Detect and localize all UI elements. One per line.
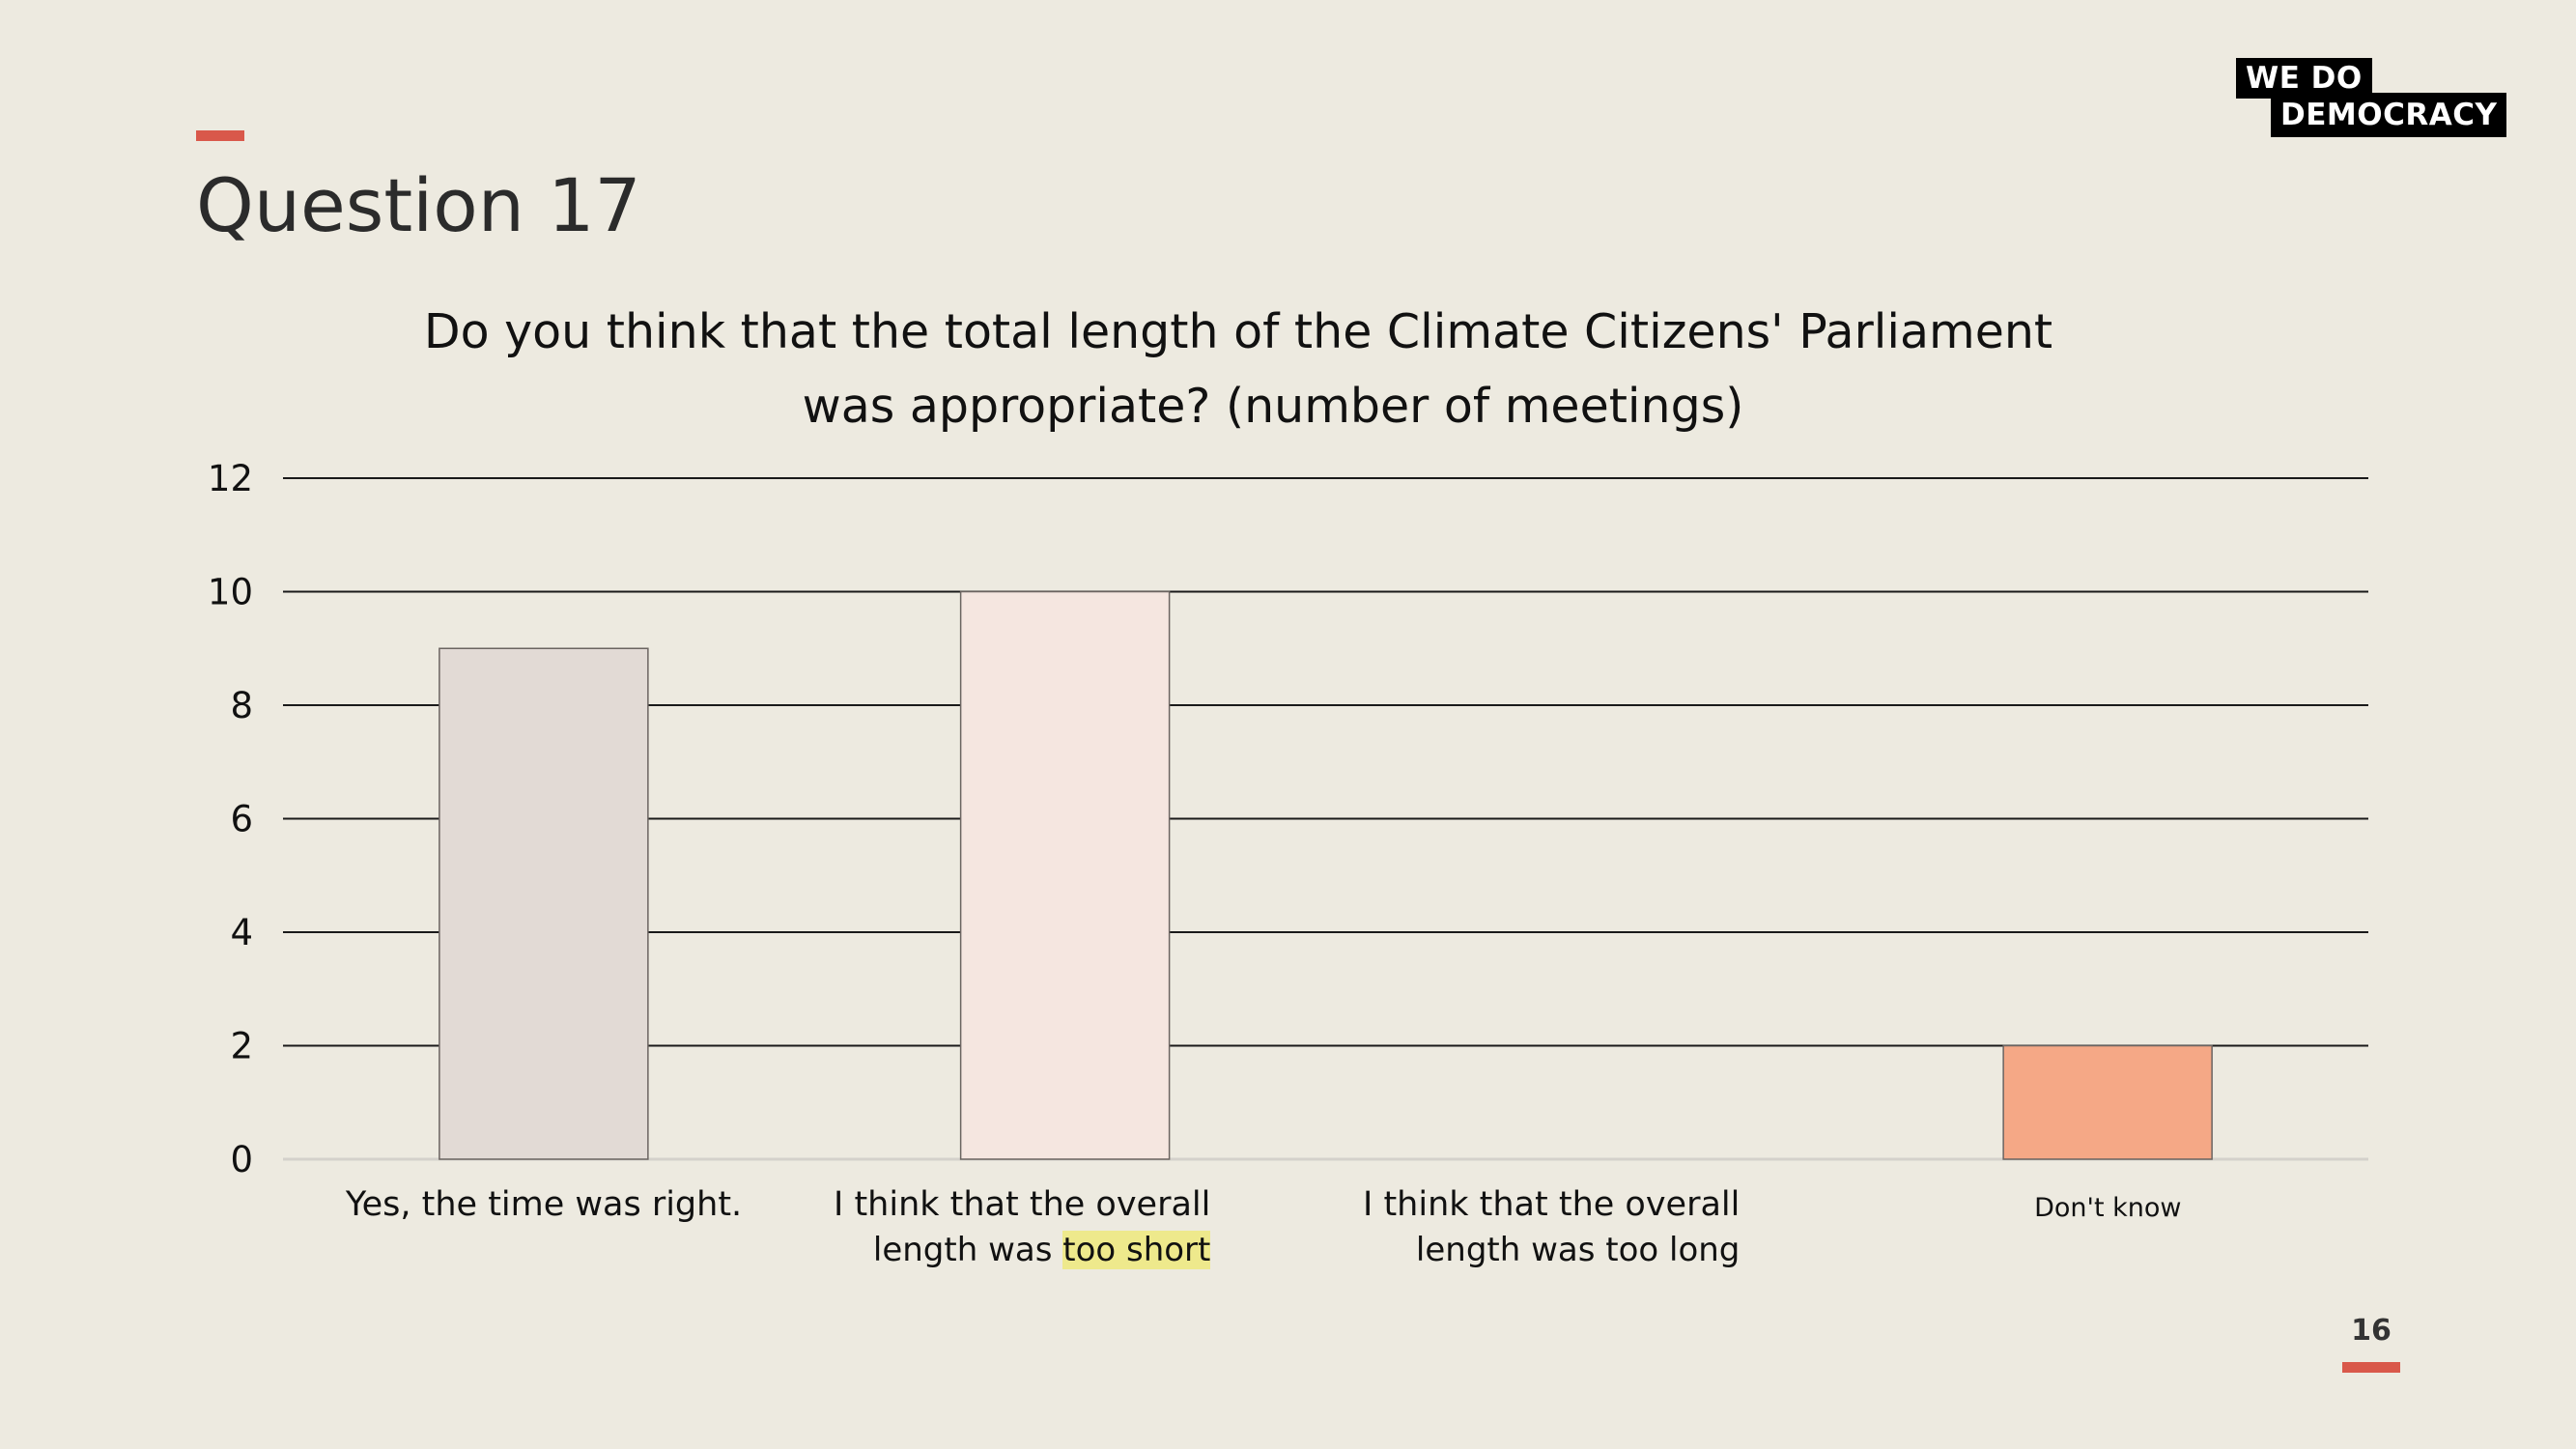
x-category-label-line1: I think that the overall — [834, 1185, 1211, 1224]
logo-text-line2: DEMOCRACY — [2271, 93, 2507, 137]
page-number: 16 — [2351, 1314, 2392, 1348]
x-category-label-line1: I think that the overall — [1363, 1185, 1741, 1224]
chart-title-line1: Do you think that the total length of th… — [424, 304, 2052, 359]
x-category-label: Yes, the time was right. — [346, 1182, 742, 1228]
x-category-label: I think that the overall length was too l… — [1363, 1182, 1740, 1273]
x-category-label-line1: Yes, the time was right. — [345, 1185, 743, 1224]
chart-title-line2: was appropriate? (number of meetings) — [803, 379, 1744, 434]
x-category-label-line2-text: length was — [872, 1231, 1063, 1269]
y-tick-label: 10 — [208, 572, 253, 613]
x-category-label-line2-text: length was too long — [1415, 1231, 1741, 1269]
logo-text-line1: WE DO — [2236, 58, 2372, 99]
accent-bar-top — [196, 130, 244, 141]
x-category-label-line1: Don't know — [2034, 1193, 2182, 1223]
brand-logo: WE DO DEMOCRACY — [2236, 58, 2507, 137]
y-tick-label: 0 — [230, 1139, 253, 1180]
y-tick-label: 2 — [230, 1026, 253, 1067]
accent-bar-bottom — [2342, 1362, 2400, 1373]
x-category-label-line2: length was too long — [1363, 1228, 1740, 1273]
x-category-label-line2: length was too short — [834, 1228, 1211, 1273]
y-tick-label: 8 — [230, 685, 253, 726]
x-category-label: Don't know — [2034, 1182, 2181, 1231]
y-axis-ticks: 0 2 4 6 8 10 12 — [208, 458, 253, 1180]
x-category-label-highlight: too short — [1062, 1231, 1211, 1269]
bars — [439, 590, 2213, 1160]
page-title: Question 17 — [196, 162, 641, 248]
y-tick-label: 4 — [230, 912, 253, 953]
bar-1 — [959, 590, 1171, 1160]
y-tick-label: 12 — [208, 458, 253, 499]
y-tick-label: 6 — [230, 799, 253, 840]
bar-3 — [2002, 1044, 2213, 1160]
x-category-label: I think that the overall length was too s… — [834, 1182, 1211, 1273]
bar-0 — [439, 647, 649, 1160]
